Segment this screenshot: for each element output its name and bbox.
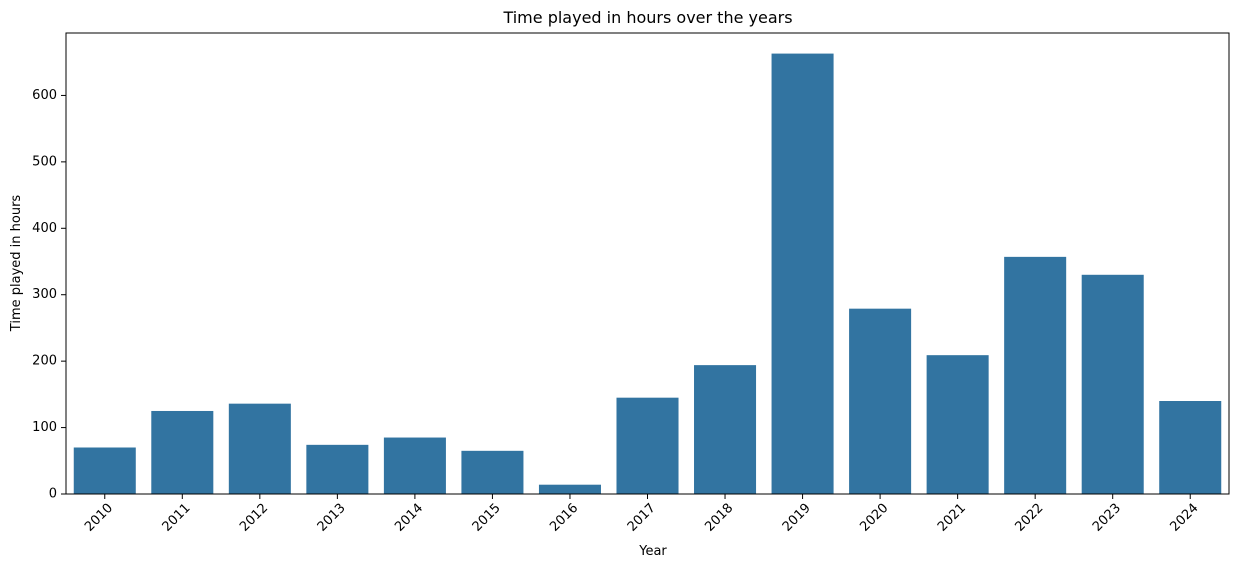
bar-2017 [616, 397, 679, 494]
bar-2011 [151, 410, 214, 494]
y-tick-label: 500 [32, 154, 57, 169]
bar-2013 [306, 444, 369, 494]
bar-2022 [1004, 256, 1067, 494]
bar-2023 [1081, 274, 1144, 494]
y-tick-label: 400 [32, 221, 57, 236]
chart-title: Time played in hours over the years [502, 8, 792, 27]
x-axis-title: Year [638, 544, 667, 559]
bars-group [73, 53, 1222, 495]
y-tick-label: 100 [32, 420, 57, 435]
bar-2021 [926, 355, 989, 494]
bar-2012 [228, 403, 291, 494]
y-tick-label: 0 [49, 487, 57, 502]
bar-2015 [461, 450, 524, 494]
y-tick-label: 600 [32, 88, 57, 103]
y-tick-label: 200 [32, 354, 57, 369]
bar-2024 [1159, 401, 1222, 494]
bar-2010 [73, 447, 136, 494]
plot-frame [65, 32, 1230, 495]
y-tick-label: 300 [32, 287, 57, 302]
y-axis-title: Time played in hours [9, 195, 24, 333]
bar-2019 [771, 53, 834, 495]
bar-2020 [849, 308, 912, 494]
bar-2016 [538, 484, 601, 494]
bar-2014 [383, 437, 446, 494]
y-axis: 0 100 200 300 400 500 600 [32, 88, 66, 502]
bar-2018 [694, 365, 757, 494]
